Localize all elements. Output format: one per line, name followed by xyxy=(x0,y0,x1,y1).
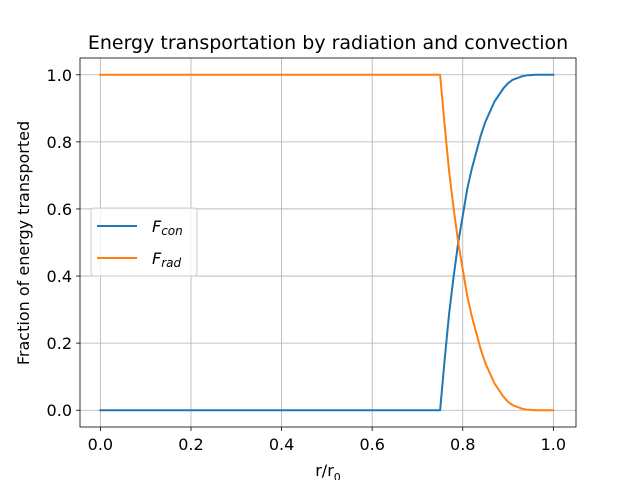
plot-frame xyxy=(79,57,577,428)
legend-label-con-base: F xyxy=(152,217,162,236)
legend-label-con: Fcon xyxy=(152,217,183,238)
y-tick-label: 1.0 xyxy=(47,66,72,85)
x-tick-label: 0.8 xyxy=(450,435,475,454)
series-line-rad xyxy=(99,73,555,412)
y-tick-label: 0.2 xyxy=(47,334,72,353)
legend-label-rad-sub: rad xyxy=(161,256,181,270)
legend-label-rad-base: F xyxy=(152,249,162,268)
x-axis-label-sub: 0 xyxy=(334,471,341,480)
x-axis-label-base: r/r xyxy=(315,461,334,480)
legend-label-rad: Frad xyxy=(152,249,181,270)
x-tick-label: 0.2 xyxy=(178,435,203,454)
y-axis-label: Fraction of energy transported xyxy=(14,121,33,365)
x-axis-label: r/r0 xyxy=(315,461,341,480)
series-layer xyxy=(99,73,555,412)
y-tick-label: 0.6 xyxy=(47,200,72,219)
legend: Fcon Frad xyxy=(90,207,198,277)
x-tick-label: 1.0 xyxy=(541,435,566,454)
x-tick-label: 0.0 xyxy=(88,435,113,454)
y-axis: 0.0 0.2 0.4 0.6 0.8 1.0 xyxy=(47,66,80,420)
y-tick-label: 0.0 xyxy=(47,401,72,420)
x-tick-label: 0.4 xyxy=(269,435,294,454)
x-tick-label: 0.6 xyxy=(359,435,384,454)
legend-label-con-sub: con xyxy=(161,224,183,238)
y-tick-label: 0.8 xyxy=(47,133,72,152)
x-axis: 0.0 0.2 0.4 0.6 0.8 1.0 xyxy=(88,427,566,454)
chart-title: Energy transportation by radiation and c… xyxy=(88,32,568,54)
series-line-con xyxy=(99,73,555,412)
y-tick-label: 0.4 xyxy=(47,267,72,286)
